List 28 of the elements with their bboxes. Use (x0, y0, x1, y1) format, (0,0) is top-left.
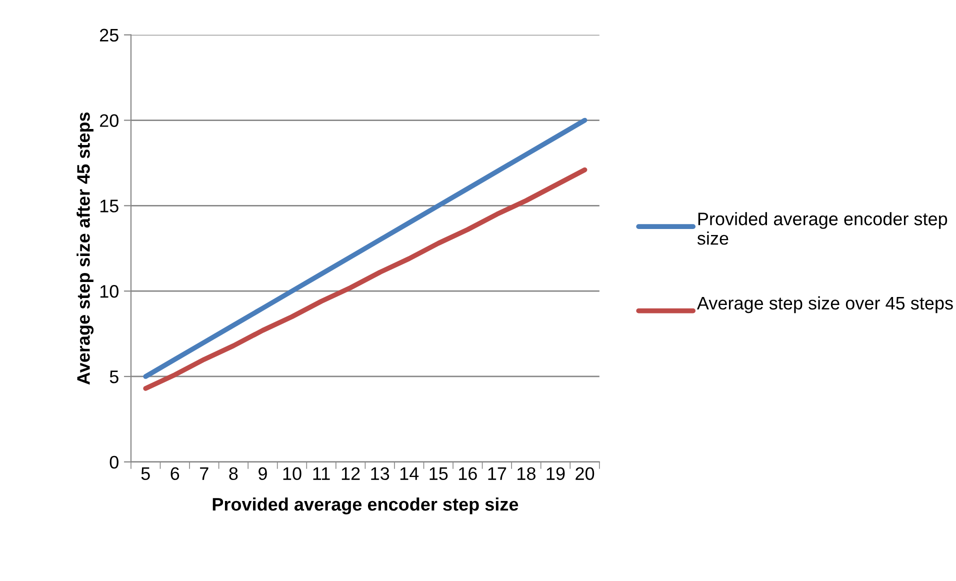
legend-label: Provided average encoder step size (697, 212, 948, 245)
legend-label: Average step size over 45 steps (696, 296, 953, 314)
y-tick-label: 10 (100, 285, 118, 298)
x-tick-label: 13 (371, 467, 390, 480)
x-tick-label: 19 (546, 467, 565, 480)
line-series (143, 167, 588, 391)
x-tick-label: 7 (200, 467, 208, 480)
x-tick-label: 20 (576, 467, 594, 480)
x-tick-label: 11 (313, 467, 330, 480)
y-axis-title: Average step size after 45 steps (76, 112, 94, 385)
x-tick-label: 10 (283, 467, 302, 480)
x-tick-label: 6 (170, 467, 180, 480)
y-tick-label: 15 (100, 200, 118, 212)
x-axis-title: Provided average encoder step size (212, 497, 518, 514)
x-tick-label: 18 (518, 467, 536, 480)
x-tick-label: 17 (488, 467, 506, 480)
x-tick-label: 8 (229, 467, 238, 480)
y-tick-label: 5 (110, 370, 118, 384)
y-tick-label: 0 (110, 456, 118, 469)
x-tick-label: 15 (430, 467, 448, 480)
y-tick-label: 25 (100, 28, 118, 42)
x-tick-label: 16 (459, 467, 477, 480)
x-tick-label: 14 (400, 467, 419, 480)
y-tick-label: 20 (100, 114, 118, 127)
x-tick-label: 5 (141, 467, 150, 480)
line-series (143, 118, 588, 379)
x-tick-label: 12 (342, 467, 360, 480)
x-tick-label: 9 (258, 467, 267, 480)
